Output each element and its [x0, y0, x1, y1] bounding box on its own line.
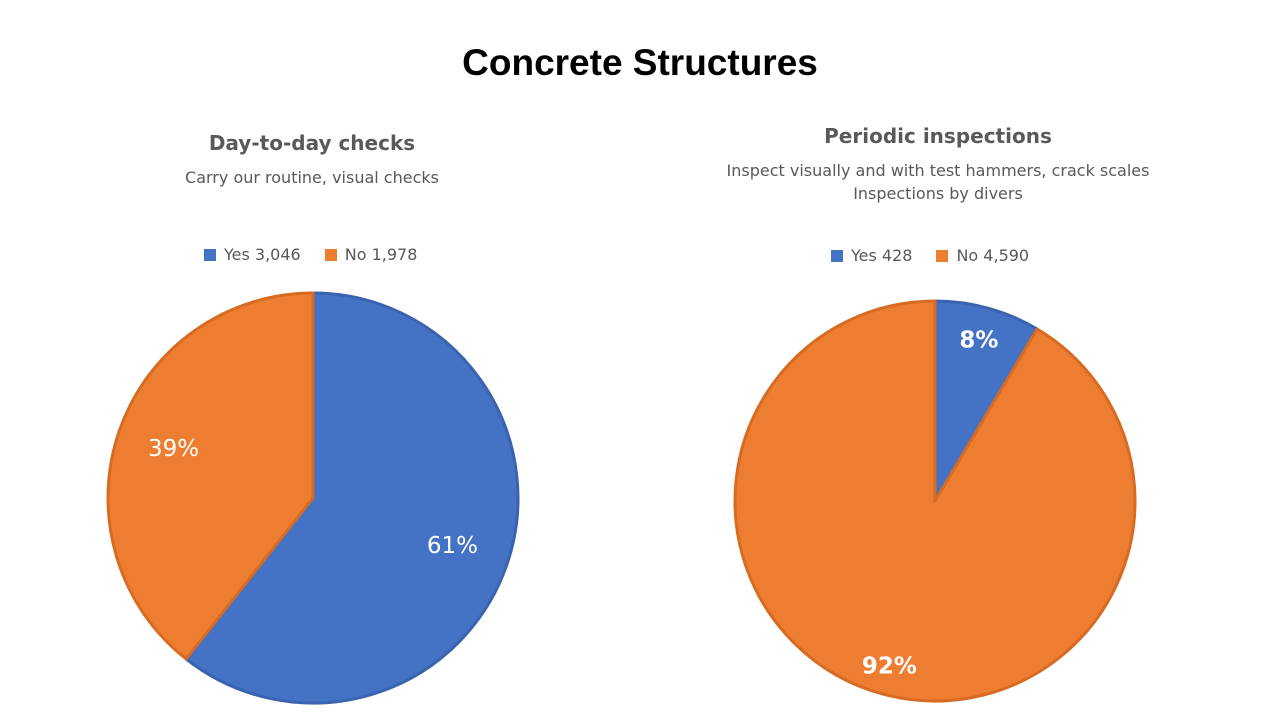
slice-yes-data-label: 61%	[427, 533, 478, 559]
page-title: Concrete Structures	[462, 42, 818, 83]
legend-label-no: No 4,590	[956, 246, 1030, 265]
legend-item-no: No 1,978	[324, 245, 418, 264]
chart-2-subtitle-line-1: Inspect visually and with test hammers, …	[726, 161, 1150, 180]
chart-1-subtitle: Carry our routine, visual checks	[185, 168, 439, 187]
slice-no	[106, 291, 315, 661]
slice-no-data-label: 39%	[148, 436, 199, 462]
chart-1-legend: Yes 3,046 No 1,978	[204, 245, 417, 264]
chart-2-subtitle-line-2: Inspections by divers	[853, 184, 1023, 203]
legend-item-no: No 4,590	[936, 246, 1029, 265]
slice-yes	[184, 291, 520, 705]
chart-2-subtitle: Inspect visually and with test hammers, …	[638, 159, 1238, 205]
legend-swatch-no	[936, 249, 949, 262]
legend-label-yes: Yes 428	[851, 246, 913, 265]
legend-label-no: No 1,978	[344, 245, 418, 264]
legend-swatch-yes	[204, 248, 216, 261]
legend-swatch-yes	[831, 249, 843, 262]
chart-1-title: Day-to-day checks	[208, 131, 416, 155]
legend-item-yes: Yes 428	[831, 246, 912, 265]
legend-swatch-no	[324, 248, 337, 261]
chart-2-legend: Yes 428 No 4,590	[831, 246, 1029, 265]
legend-label-yes: Yes 3,046	[224, 245, 301, 264]
legend-item-yes: Yes 3,046	[204, 245, 301, 264]
chart-2-title: Periodic inspections	[824, 124, 1052, 148]
